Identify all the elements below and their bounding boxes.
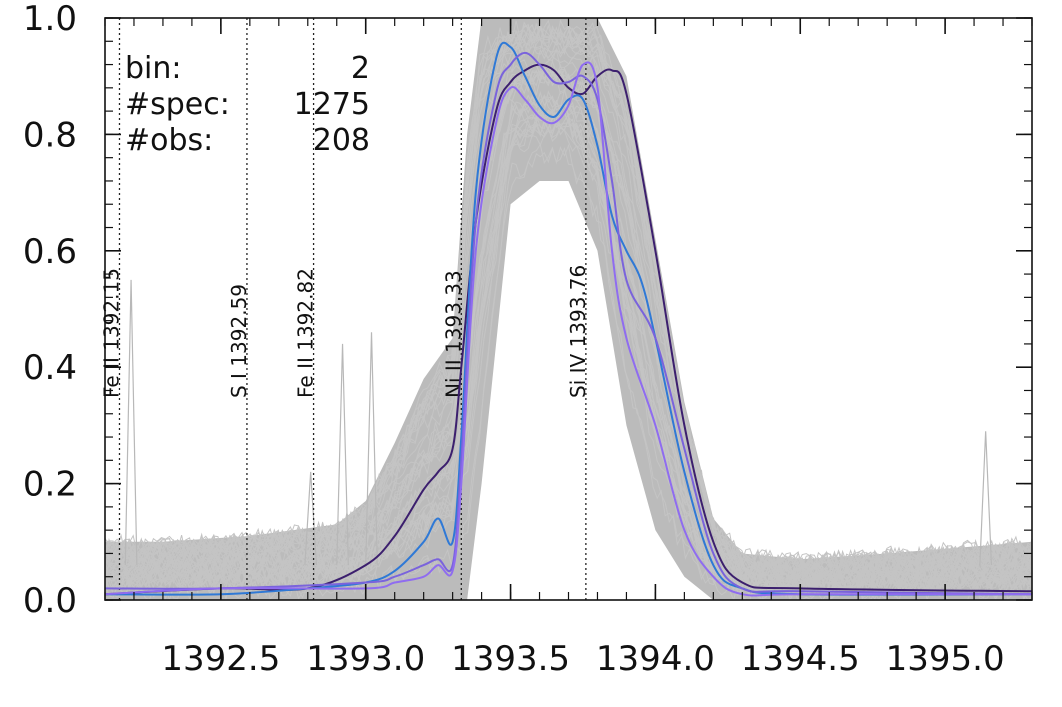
background-band — [105, 18, 1032, 600]
x-tick-label: 1392.5 — [161, 639, 280, 679]
background-spectrum-line — [105, 26, 1032, 570]
reference-line-label: Ni II 1393.33 — [441, 270, 465, 398]
series-line-4 — [105, 61, 1032, 597]
info-value: 2 — [351, 51, 370, 86]
info-key: #obs: — [125, 123, 213, 158]
info-key: #spec: — [125, 87, 230, 122]
background-spectrum-line — [105, 117, 1032, 598]
y-tick-label: 0.2 — [23, 465, 77, 505]
y-tick-label: 1.0 — [23, 0, 77, 39]
y-tick-label: 0.8 — [23, 115, 77, 155]
axes: 0.0 0.2 0.4 0.6 0.8 1.0 1392.5 1393.0 1393.5 1394… — [23, 0, 1033, 679]
y-tick-label: 0.0 — [23, 581, 77, 621]
x-tick-label: 1393.5 — [451, 639, 570, 679]
info-value: 1275 — [294, 87, 370, 122]
x-tick-label: 1394.0 — [596, 639, 715, 679]
background-spike — [979, 431, 993, 566]
reference-lines: Fe II 1392.15 S I 1392.59 Fe II 1392.82 Ni … — [99, 18, 590, 600]
reference-line-label: Fe II 1392.15 — [99, 268, 123, 398]
reference-line-label: Si IV 1393.76 — [566, 265, 590, 398]
info-value: 208 — [313, 123, 370, 158]
y-tick-label: 0.4 — [23, 348, 77, 388]
info-key: bin: — [125, 51, 182, 86]
background-spike — [336, 343, 349, 566]
background-spectrum-line — [105, 99, 1032, 593]
background-spike — [365, 332, 378, 566]
series-line-2 — [105, 41, 1032, 596]
background-spectra — [105, 18, 1032, 600]
background-spectrum-line — [105, 63, 1032, 583]
background-spectrum-line — [105, 27, 1032, 574]
info-box: bin: 2 #spec: 1275 #obs: 208 — [125, 51, 370, 158]
reference-line-label: S I 1392.59 — [227, 284, 251, 398]
background-spectrum-line — [105, 125, 1032, 599]
background-spectrum-line — [105, 59, 1032, 581]
background-spike — [304, 471, 318, 566]
highlight-spectra — [105, 41, 1032, 597]
x-tick-label: 1394.5 — [741, 639, 860, 679]
series-line-3 — [105, 51, 1032, 596]
background-spike — [124, 279, 138, 566]
reference-line-label: Fe II 1392.82 — [294, 268, 318, 398]
background-spectrum-line — [105, 94, 1032, 591]
x-tick-label: 1393.0 — [306, 639, 425, 679]
y-tick-label: 0.6 — [23, 232, 77, 272]
x-tick-label: 1395.0 — [886, 639, 1005, 679]
